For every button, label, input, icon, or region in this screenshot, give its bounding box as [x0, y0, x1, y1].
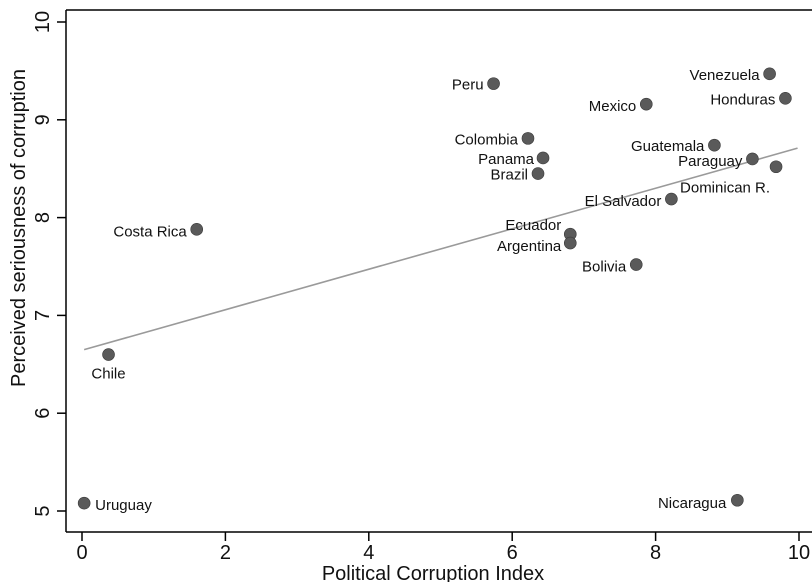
data-point: [763, 67, 776, 81]
x-tick-label: 4: [363, 542, 374, 564]
point-label: Uruguay: [95, 497, 152, 514]
point-label: Ecuador: [505, 217, 561, 234]
data-point: [779, 91, 792, 105]
x-tick-label: 0: [76, 542, 87, 564]
data-point: [102, 348, 115, 361]
point-label: Mexico: [589, 98, 637, 115]
data-points: [77, 67, 792, 510]
point-label: Brazil: [490, 167, 528, 184]
data-point: [731, 493, 744, 507]
x-axis-title: Political Corruption Index: [322, 563, 544, 582]
data-point: [639, 97, 653, 111]
axes: Political Corruption Index Perceived ser…: [8, 9, 812, 582]
y-tick-label: 10: [32, 11, 54, 33]
data-point: [746, 152, 759, 166]
y-tick-label: 5: [32, 505, 54, 516]
data-point: [563, 236, 577, 250]
point-label: Costa Rica: [113, 223, 187, 240]
data-point: [521, 132, 535, 145]
data-point: [77, 496, 91, 510]
point-label: Panama: [478, 151, 535, 168]
point-label: Honduras: [710, 91, 775, 108]
point-label: Colombia: [455, 131, 519, 148]
point-label: Dominican R.: [680, 180, 770, 197]
y-axis-title: Perceived seriousness of corruption: [8, 69, 30, 387]
data-point: [769, 160, 783, 174]
point-label: El Salvador: [585, 193, 662, 210]
point-label: Peru: [452, 77, 484, 94]
x-tick-label: 2: [220, 542, 231, 564]
point-label: Nicaragua: [658, 495, 727, 512]
point-label: Bolivia: [582, 259, 627, 276]
y-tick-label: 8: [32, 212, 54, 223]
point-labels: Uruguay Chile Costa Rica Peru Colombia Panama…: [91, 67, 775, 514]
data-point: [665, 192, 678, 206]
data-point: [487, 77, 500, 90]
ticks: 0 2 4 6 8 10 5 6 7 8 9 10: [32, 11, 810, 564]
y-tick-label: 9: [32, 114, 54, 125]
y-tick-label: 6: [32, 408, 54, 419]
x-tick-label: 10: [788, 542, 810, 564]
point-label: Guatemala: [631, 138, 705, 155]
point-label: Argentina: [497, 238, 562, 255]
x-tick-label: 8: [650, 542, 661, 564]
fit-line: [83, 147, 798, 351]
data-point: [536, 151, 550, 165]
fit-line-group: [83, 147, 798, 351]
data-point: [531, 167, 545, 180]
point-label: Paraguay: [678, 153, 743, 170]
point-label: Chile: [91, 366, 125, 383]
data-point: [708, 138, 721, 152]
y-tick-label: 7: [32, 310, 54, 321]
x-tick-label: 6: [507, 542, 518, 564]
data-point: [629, 258, 643, 271]
data-point: [190, 223, 204, 236]
point-label: Venezuela: [690, 67, 761, 84]
